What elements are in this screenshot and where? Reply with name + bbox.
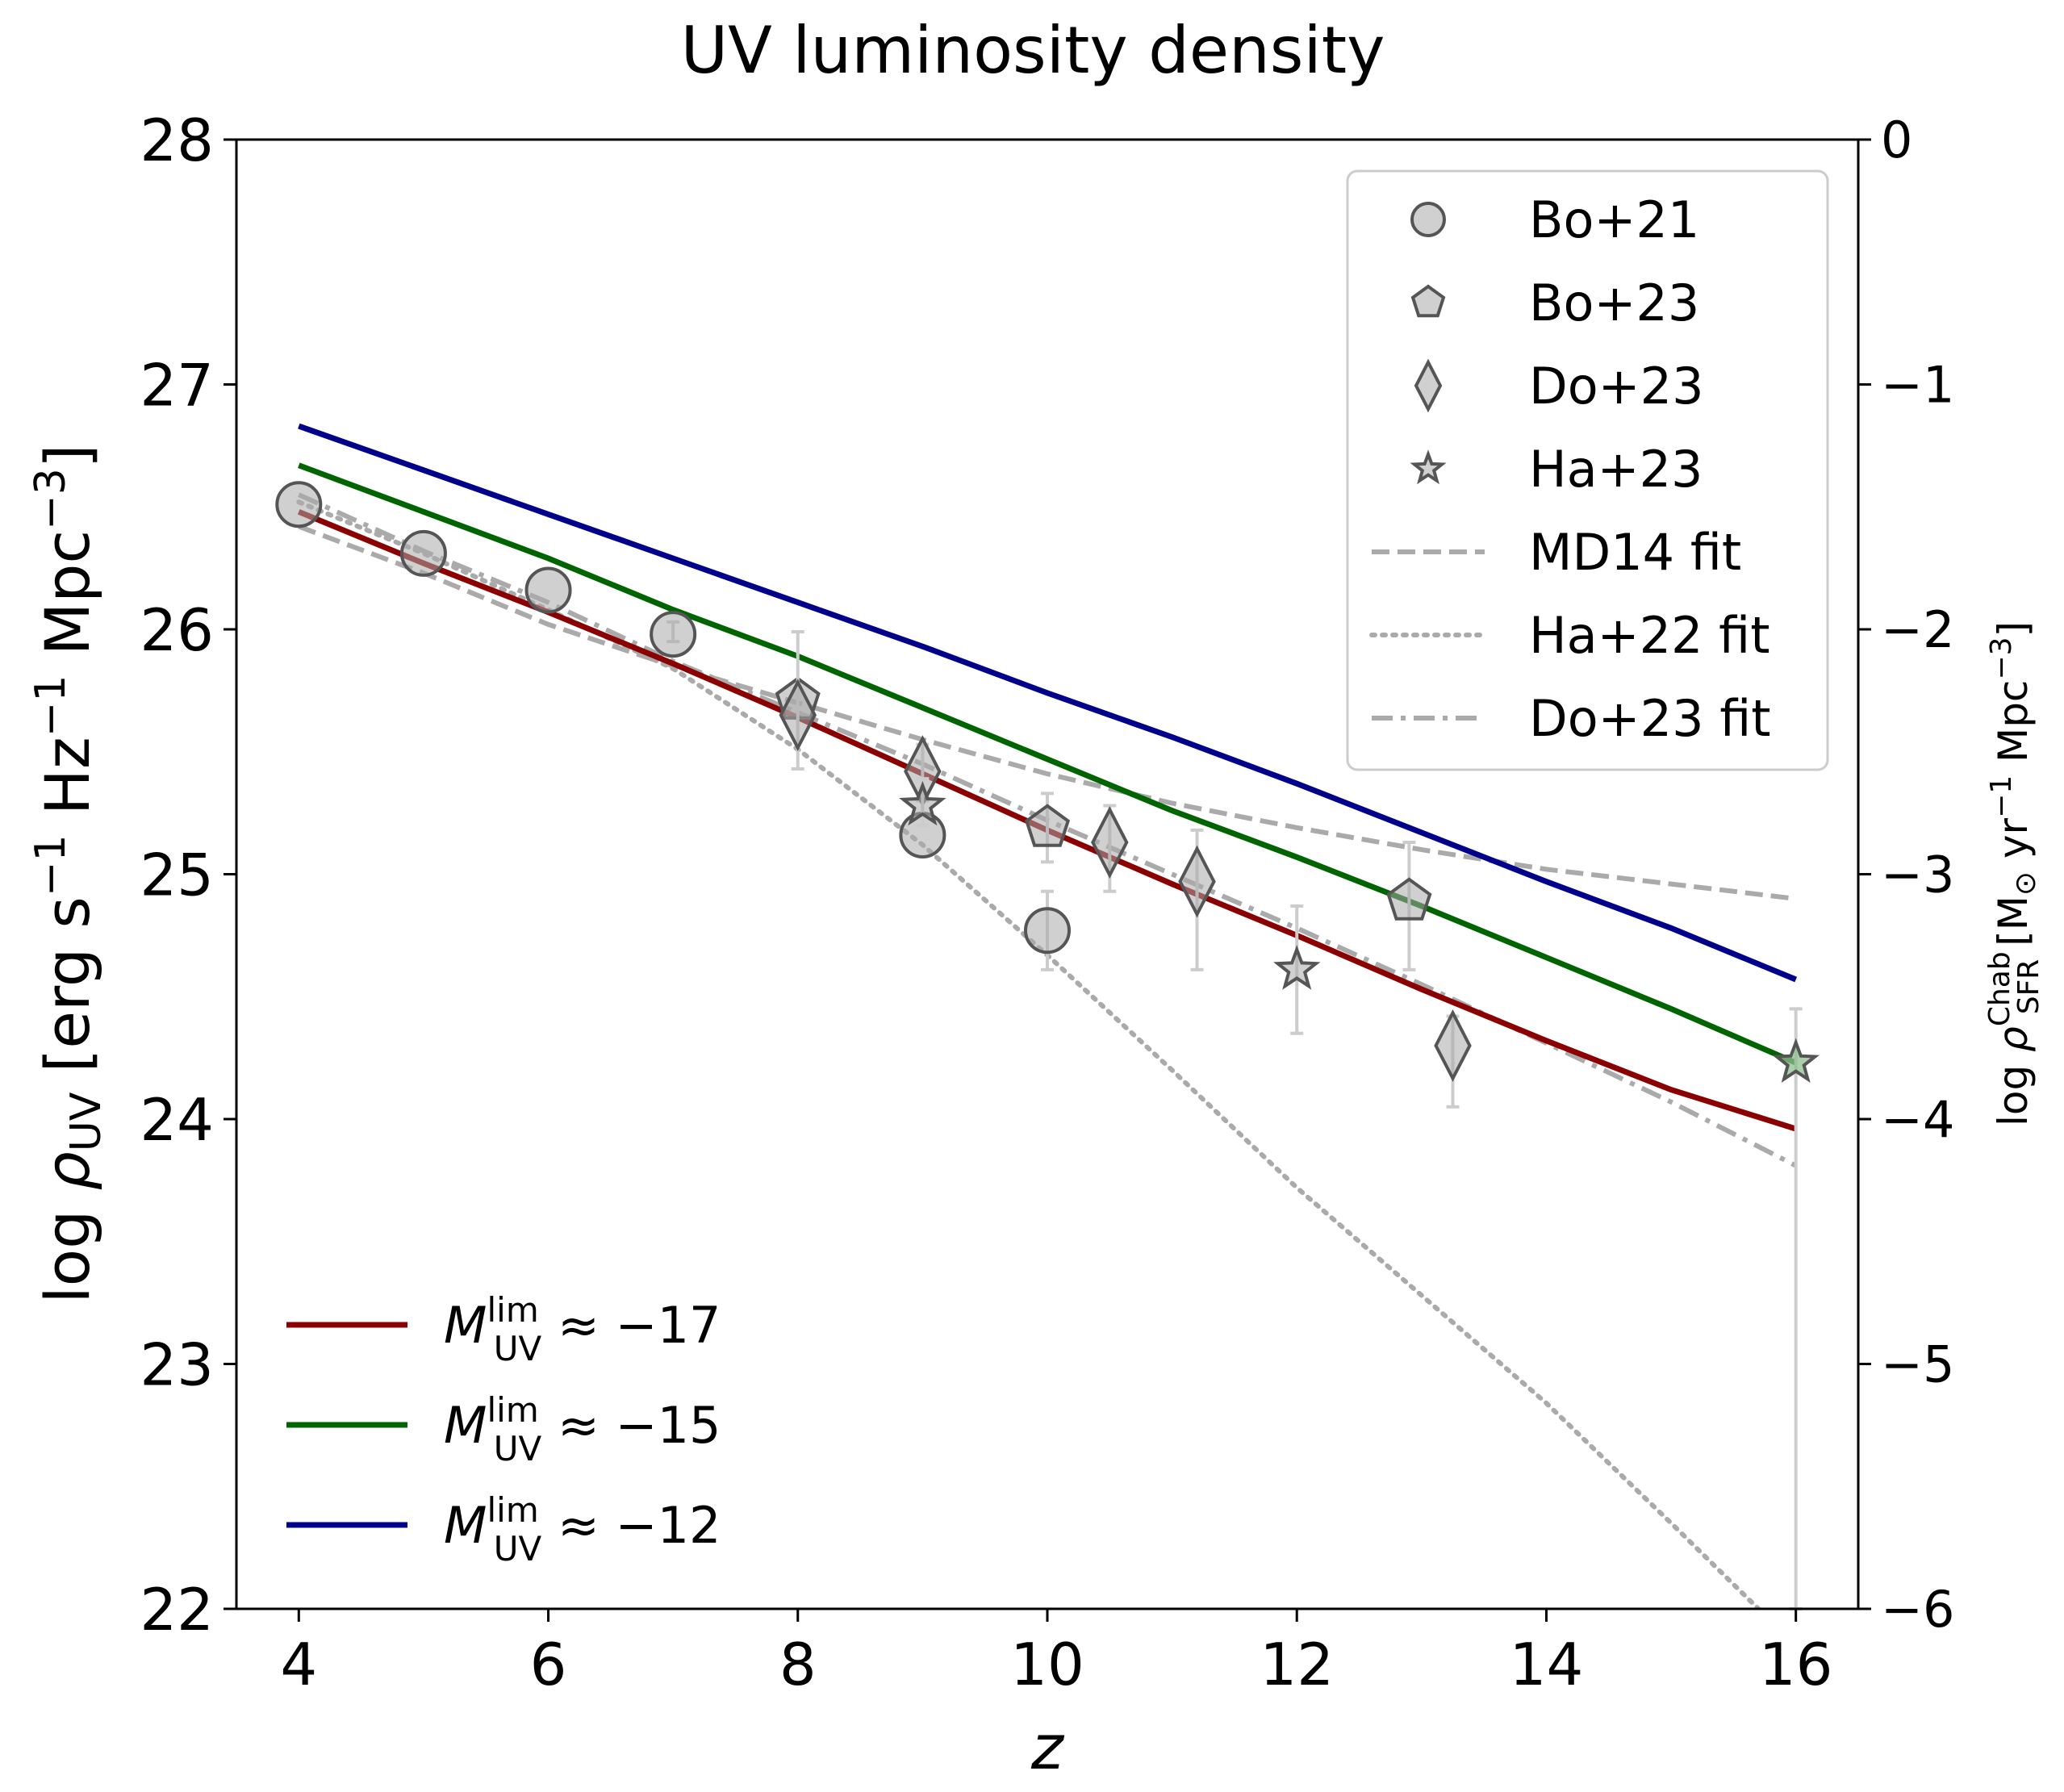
legend-model-entry: Mlim UV ≈ −12 xyxy=(286,1490,721,1569)
legend-marker-diamond xyxy=(1414,358,1443,413)
data-point xyxy=(1024,804,1071,847)
data-point xyxy=(1024,907,1071,954)
x-tick-label: 12 xyxy=(1260,1631,1334,1698)
legend-entry: Ha+22 fit xyxy=(1369,606,1770,665)
y-axis-label-left: log ρUV [erg s−1 Hz−1 Mpc−3] xyxy=(27,445,111,1304)
legend-marker-pentagon xyxy=(1410,284,1446,318)
legend-marker-star xyxy=(1410,449,1447,485)
data-point xyxy=(275,481,323,528)
data-point xyxy=(1386,877,1432,921)
y-tick-label-left: 25 xyxy=(140,842,214,909)
legend-model-label: Mlim UV ≈ −15 xyxy=(444,1390,721,1468)
y-tick-label-right: −1 xyxy=(1881,356,1954,415)
x-tick-label: 8 xyxy=(779,1631,817,1698)
legend-entry: Do+23 fit xyxy=(1372,689,1771,748)
legend-models: Mlim UV ≈ −17 Mlim UV ≈ −15 Mlim UV ≈ −12 xyxy=(286,1290,721,1569)
y-tick-label-left: 27 xyxy=(140,352,214,420)
legend-entry: Bo+23 xyxy=(1410,274,1699,332)
legend-label: Ha+22 fit xyxy=(1529,606,1770,665)
legend-label: Bo+23 xyxy=(1529,274,1699,332)
x-tick-label: 16 xyxy=(1759,1631,1833,1698)
plot-area xyxy=(275,423,1820,1610)
legend-model-entry: Mlim UV ≈ −17 xyxy=(286,1290,721,1368)
y-tick-label-left: 28 xyxy=(140,107,214,174)
x-axis-label: z xyxy=(1030,1711,1065,1783)
data-point xyxy=(399,529,447,577)
data-point xyxy=(650,611,697,658)
data-point xyxy=(899,780,946,826)
legend-entry: Bo+21 xyxy=(1410,190,1699,249)
observations-ha-23 xyxy=(899,777,1820,1610)
legend-observations: Bo+21 Bo+23 Do+23 Ha+23 MD14 fit Ha+22 fit Do+… xyxy=(1346,169,1829,771)
data-point xyxy=(1273,945,1321,990)
chart-title: UV luminosity density xyxy=(681,13,1385,88)
y-tick-label-right: 0 xyxy=(1881,111,1912,169)
legend-entry: MD14 fit xyxy=(1372,523,1741,582)
x-tick-label: 4 xyxy=(280,1631,317,1698)
x-tick-label: 6 xyxy=(530,1631,567,1698)
legend-frame xyxy=(1346,169,1829,771)
legend-model-label: Mlim UV ≈ −17 xyxy=(444,1290,721,1368)
y-tick-label-left: 23 xyxy=(140,1331,214,1399)
data-point xyxy=(524,566,572,614)
legend-model-label: Mlim UV ≈ −12 xyxy=(444,1490,721,1569)
y-tick-label-right: −5 xyxy=(1881,1335,1954,1394)
y-tick-label-right: −4 xyxy=(1881,1090,1954,1149)
model-line-1 xyxy=(298,462,1798,1066)
y-tick-label-right: −2 xyxy=(1881,600,1954,659)
y-tick-label-left: 24 xyxy=(140,1086,214,1154)
legend-label: Bo+21 xyxy=(1529,190,1699,249)
x-tick-label: 14 xyxy=(1510,1631,1584,1698)
data-point xyxy=(1434,1009,1472,1082)
legend-entry: Do+23 xyxy=(1414,357,1704,416)
data-point xyxy=(1178,845,1216,918)
model-line-2 xyxy=(298,423,1798,983)
axes: 4 6 8 10 12 14 16 22 23 24 25 26 27 28 −6 −5 −4 −3 −2 −1 0 xyxy=(140,107,1954,1698)
legend-entry: Ha+23 xyxy=(1410,440,1703,499)
data-point xyxy=(1772,1038,1820,1084)
legend-label: MD14 fit xyxy=(1529,523,1741,582)
fit-line-md14-fit xyxy=(298,524,1797,901)
y-tick-label-left: 26 xyxy=(140,596,214,664)
legend-label: Do+23 fit xyxy=(1529,689,1771,748)
data-point xyxy=(1091,806,1129,879)
legend-label: Do+23 xyxy=(1529,357,1704,416)
observations-do-23 xyxy=(779,630,1472,1109)
x-tick-label: 10 xyxy=(1010,1631,1084,1698)
y-tick-label-right: −6 xyxy=(1881,1580,1954,1639)
legend-label: Ha+23 xyxy=(1529,440,1703,499)
observations-bo-21 xyxy=(275,481,1071,971)
legend-model-entry: Mlim UV ≈ −15 xyxy=(286,1390,721,1468)
y-tick-label-left: 22 xyxy=(140,1576,214,1644)
legend-marker-circle xyxy=(1410,202,1446,237)
y-tick-label-right: −3 xyxy=(1881,846,1954,904)
y-axis-label-right: log ρChabSFR [M⊙ yr−1 Mpc−3] xyxy=(1983,621,2045,1126)
data-point xyxy=(779,679,817,752)
